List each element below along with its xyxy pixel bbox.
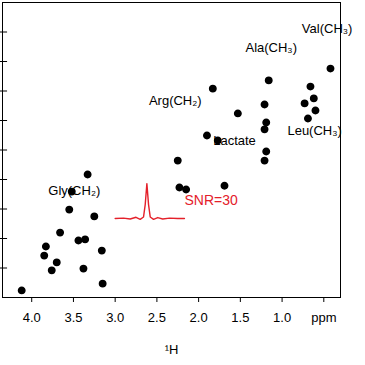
svg-text:¹H: ¹H (165, 342, 179, 357)
svg-text:Arg(CH₂): Arg(CH₂) (149, 93, 202, 108)
svg-text:Lactate: Lactate (213, 133, 256, 148)
svg-text:3.0: 3.0 (106, 310, 124, 325)
svg-text:4.0: 4.0 (23, 310, 41, 325)
svg-text:Val(CH₃): Val(CH₃) (302, 21, 353, 36)
svg-text:1.5: 1.5 (231, 310, 249, 325)
svg-text:ppm: ppm (311, 310, 336, 325)
svg-text:3.5: 3.5 (64, 310, 82, 325)
svg-text:SNR=30: SNR=30 (184, 192, 238, 208)
svg-text:Gly(CH₂): Gly(CH₂) (48, 183, 100, 198)
svg-text:1.0: 1.0 (273, 310, 291, 325)
svg-text:Leu(CH₃): Leu(CH₃) (287, 123, 341, 138)
svg-text:Ala(CH₃): Ala(CH₃) (245, 40, 297, 55)
svg-text:2.5: 2.5 (148, 310, 166, 325)
svg-text:2.0: 2.0 (190, 310, 208, 325)
